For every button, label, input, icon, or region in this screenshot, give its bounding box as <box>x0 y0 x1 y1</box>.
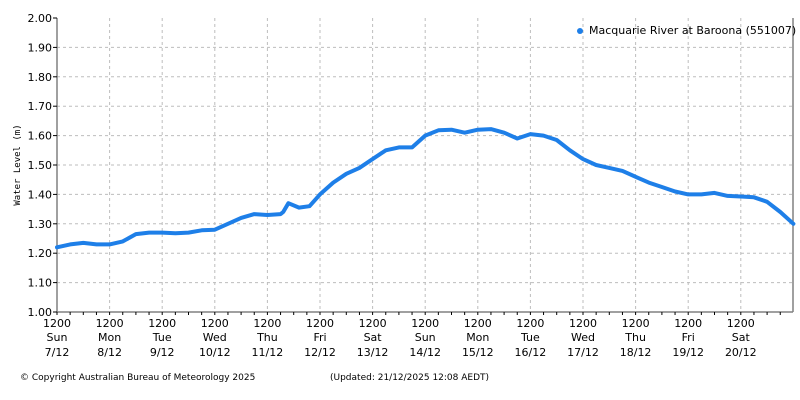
svg-text:13/12: 13/12 <box>357 346 389 359</box>
svg-text:9/12: 9/12 <box>150 346 175 359</box>
updated-timestamp: (Updated: 21/12/2025 12:08 AEDT) <box>330 373 490 383</box>
svg-text:12/12: 12/12 <box>304 346 336 359</box>
svg-text:1200: 1200 <box>464 317 492 330</box>
svg-text:1200: 1200 <box>201 317 229 330</box>
y-tick-label: 2.00 <box>28 12 53 25</box>
y-tick-label: 1.40 <box>28 188 53 201</box>
svg-text:16/12: 16/12 <box>515 346 547 359</box>
svg-text:Sun: Sun <box>47 331 68 344</box>
svg-text:Sun: Sun <box>415 331 436 344</box>
svg-text:1200: 1200 <box>43 317 71 330</box>
gridlines <box>57 18 793 312</box>
y-tick-label: 1.30 <box>28 218 53 231</box>
svg-text:1200: 1200 <box>96 317 124 330</box>
svg-text:Tue: Tue <box>152 331 172 344</box>
svg-text:1200: 1200 <box>359 317 387 330</box>
svg-text:15/12: 15/12 <box>462 346 494 359</box>
y-axis-title: Water Level (m) <box>13 124 23 205</box>
svg-text:17/12: 17/12 <box>567 346 599 359</box>
svg-text:19/12: 19/12 <box>672 346 704 359</box>
svg-text:Fri: Fri <box>313 331 326 344</box>
svg-text:Thu: Thu <box>256 331 278 344</box>
svg-text:Fri: Fri <box>682 331 695 344</box>
svg-text:10/12: 10/12 <box>199 346 231 359</box>
series-line <box>55 127 796 250</box>
svg-text:1200: 1200 <box>569 317 597 330</box>
y-tick-label: 1.80 <box>28 71 53 84</box>
y-tick-label: 1.90 <box>28 41 53 54</box>
copyright-text: © Copyright Australian Bureau of Meteoro… <box>20 373 256 383</box>
legend-label: Macquarie River at Baroona (551007) <box>589 24 797 37</box>
svg-text:Sat: Sat <box>364 331 383 344</box>
y-axis-ticks: 1.00 1.10 1.20 1.30 1.40 1.50 1.60 1.70 1.80 1.90… <box>28 12 57 319</box>
svg-text:1200: 1200 <box>622 317 650 330</box>
y-tick-label: 1.20 <box>28 247 53 260</box>
svg-text:1200: 1200 <box>411 317 439 330</box>
svg-text:Wed: Wed <box>203 331 227 344</box>
svg-text:8/12: 8/12 <box>97 346 122 359</box>
svg-text:11/12: 11/12 <box>252 346 284 359</box>
y-tick-label: 1.60 <box>28 130 53 143</box>
svg-text:Mon: Mon <box>466 331 489 344</box>
svg-text:Thu: Thu <box>624 331 646 344</box>
svg-text:Wed: Wed <box>571 331 595 344</box>
svg-text:18/12: 18/12 <box>620 346 652 359</box>
svg-text:Tue: Tue <box>520 331 540 344</box>
svg-text:Sat: Sat <box>732 331 751 344</box>
y-tick-label: 1.50 <box>28 159 53 172</box>
svg-text:1200: 1200 <box>516 317 544 330</box>
y-tick-label: 1.10 <box>28 277 53 290</box>
legend: Macquarie River at Baroona (551007) <box>577 24 796 37</box>
svg-text:1200: 1200 <box>306 317 334 330</box>
svg-text:Mon: Mon <box>98 331 121 344</box>
svg-text:1200: 1200 <box>727 317 755 330</box>
svg-text:14/12: 14/12 <box>409 346 441 359</box>
svg-text:1200: 1200 <box>253 317 281 330</box>
y-tick-label: 1.00 <box>28 306 53 319</box>
svg-text:1200: 1200 <box>674 317 702 330</box>
svg-text:7/12: 7/12 <box>45 346 70 359</box>
x-axis-ticks: 1200Sun7/121200Mon8/121200Tue9/121200Wed… <box>43 312 781 359</box>
legend-marker-icon <box>577 27 583 34</box>
svg-text:20/12: 20/12 <box>725 346 757 359</box>
y-tick-label: 1.70 <box>28 100 53 113</box>
svg-text:1200: 1200 <box>148 317 176 330</box>
